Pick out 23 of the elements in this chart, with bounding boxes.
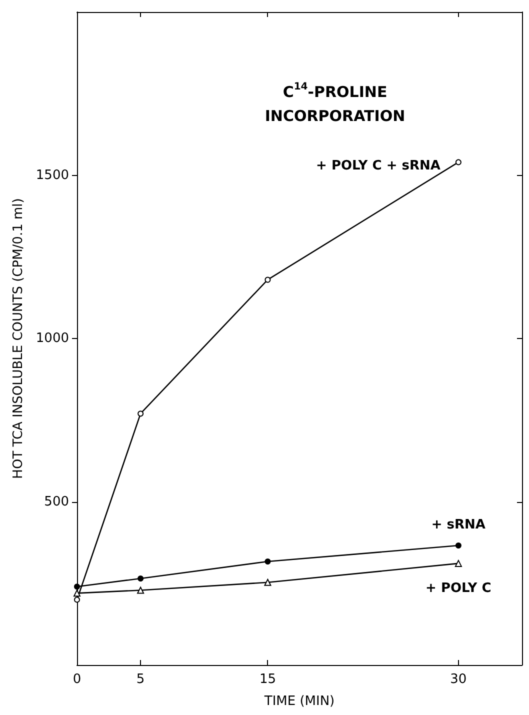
point [138,410,144,417]
y-axis-title: HOT TCA INSOLUBLE COUNTS (CPM/0.1 ml) [11,198,26,479]
x-tick-label: 30 [450,672,467,687]
point [138,575,144,582]
y-tick-label: 1500 [36,168,69,183]
point [264,558,271,564]
point [455,159,462,166]
x-tick-label: 0 [72,672,82,687]
y-tick-label: 500 [44,494,69,510]
point [137,586,144,594]
point [264,578,272,586]
x-tick-label: 15 [259,672,276,687]
y-tick-label: 1000 [36,331,69,346]
point [74,584,80,590]
point [454,560,462,567]
series-label: + sRNA [431,518,486,532]
point [264,276,271,283]
series-label: + POLY C [426,580,492,596]
series-label: + POLY C + sRNA [316,158,440,174]
x-tick-label: 5 [136,672,145,687]
point [74,596,80,603]
x-axis-title: TIME (MIN) [263,694,335,709]
point [455,542,462,548]
